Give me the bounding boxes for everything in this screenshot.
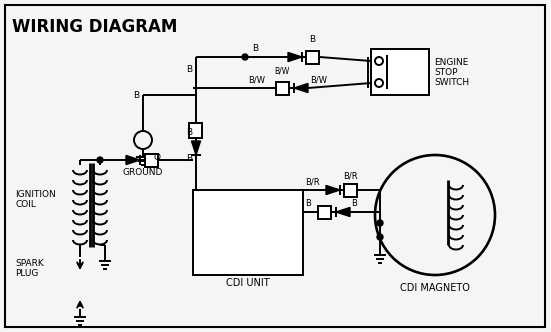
Bar bbox=[144, 153, 158, 167]
Circle shape bbox=[377, 220, 383, 226]
Bar bbox=[371, 49, 429, 95]
Text: B/W: B/W bbox=[310, 75, 327, 84]
Text: COIL: COIL bbox=[15, 200, 36, 209]
Polygon shape bbox=[326, 186, 340, 195]
Bar bbox=[344, 184, 358, 197]
Text: ENGINE: ENGINE bbox=[434, 58, 468, 67]
Text: PLUG: PLUG bbox=[15, 269, 39, 278]
Text: SWITCH: SWITCH bbox=[434, 78, 469, 87]
Text: B/R: B/R bbox=[305, 177, 320, 186]
Text: B/R: B/R bbox=[343, 171, 357, 180]
Text: B: B bbox=[186, 65, 192, 74]
Polygon shape bbox=[288, 52, 302, 61]
Text: B: B bbox=[133, 91, 139, 100]
Circle shape bbox=[97, 157, 103, 163]
Text: O: O bbox=[154, 152, 161, 161]
Text: GROUND: GROUND bbox=[123, 168, 163, 177]
Polygon shape bbox=[294, 83, 308, 93]
Text: B: B bbox=[252, 44, 258, 53]
Text: CDI MAGNETO: CDI MAGNETO bbox=[400, 283, 470, 293]
Text: IGNITION: IGNITION bbox=[15, 190, 56, 199]
Text: STOP: STOP bbox=[434, 68, 457, 77]
Polygon shape bbox=[336, 208, 350, 216]
Text: WIRING DIAGRAM: WIRING DIAGRAM bbox=[12, 18, 177, 36]
Circle shape bbox=[242, 54, 248, 60]
Bar bbox=[318, 206, 332, 218]
Bar bbox=[190, 123, 203, 137]
Text: B: B bbox=[305, 199, 311, 208]
Text: B: B bbox=[186, 153, 192, 162]
Bar bbox=[306, 50, 320, 63]
Text: B: B bbox=[351, 199, 357, 208]
Text: B: B bbox=[309, 35, 315, 44]
Text: B/W: B/W bbox=[274, 66, 290, 75]
Text: B/W: B/W bbox=[248, 75, 265, 84]
Polygon shape bbox=[191, 141, 201, 155]
Bar bbox=[193, 190, 303, 275]
Bar bbox=[277, 81, 289, 95]
Text: CDI UNIT: CDI UNIT bbox=[226, 279, 270, 289]
Text: B: B bbox=[186, 127, 192, 136]
Circle shape bbox=[377, 234, 383, 240]
Text: SPARK: SPARK bbox=[15, 259, 44, 268]
Polygon shape bbox=[126, 155, 140, 165]
